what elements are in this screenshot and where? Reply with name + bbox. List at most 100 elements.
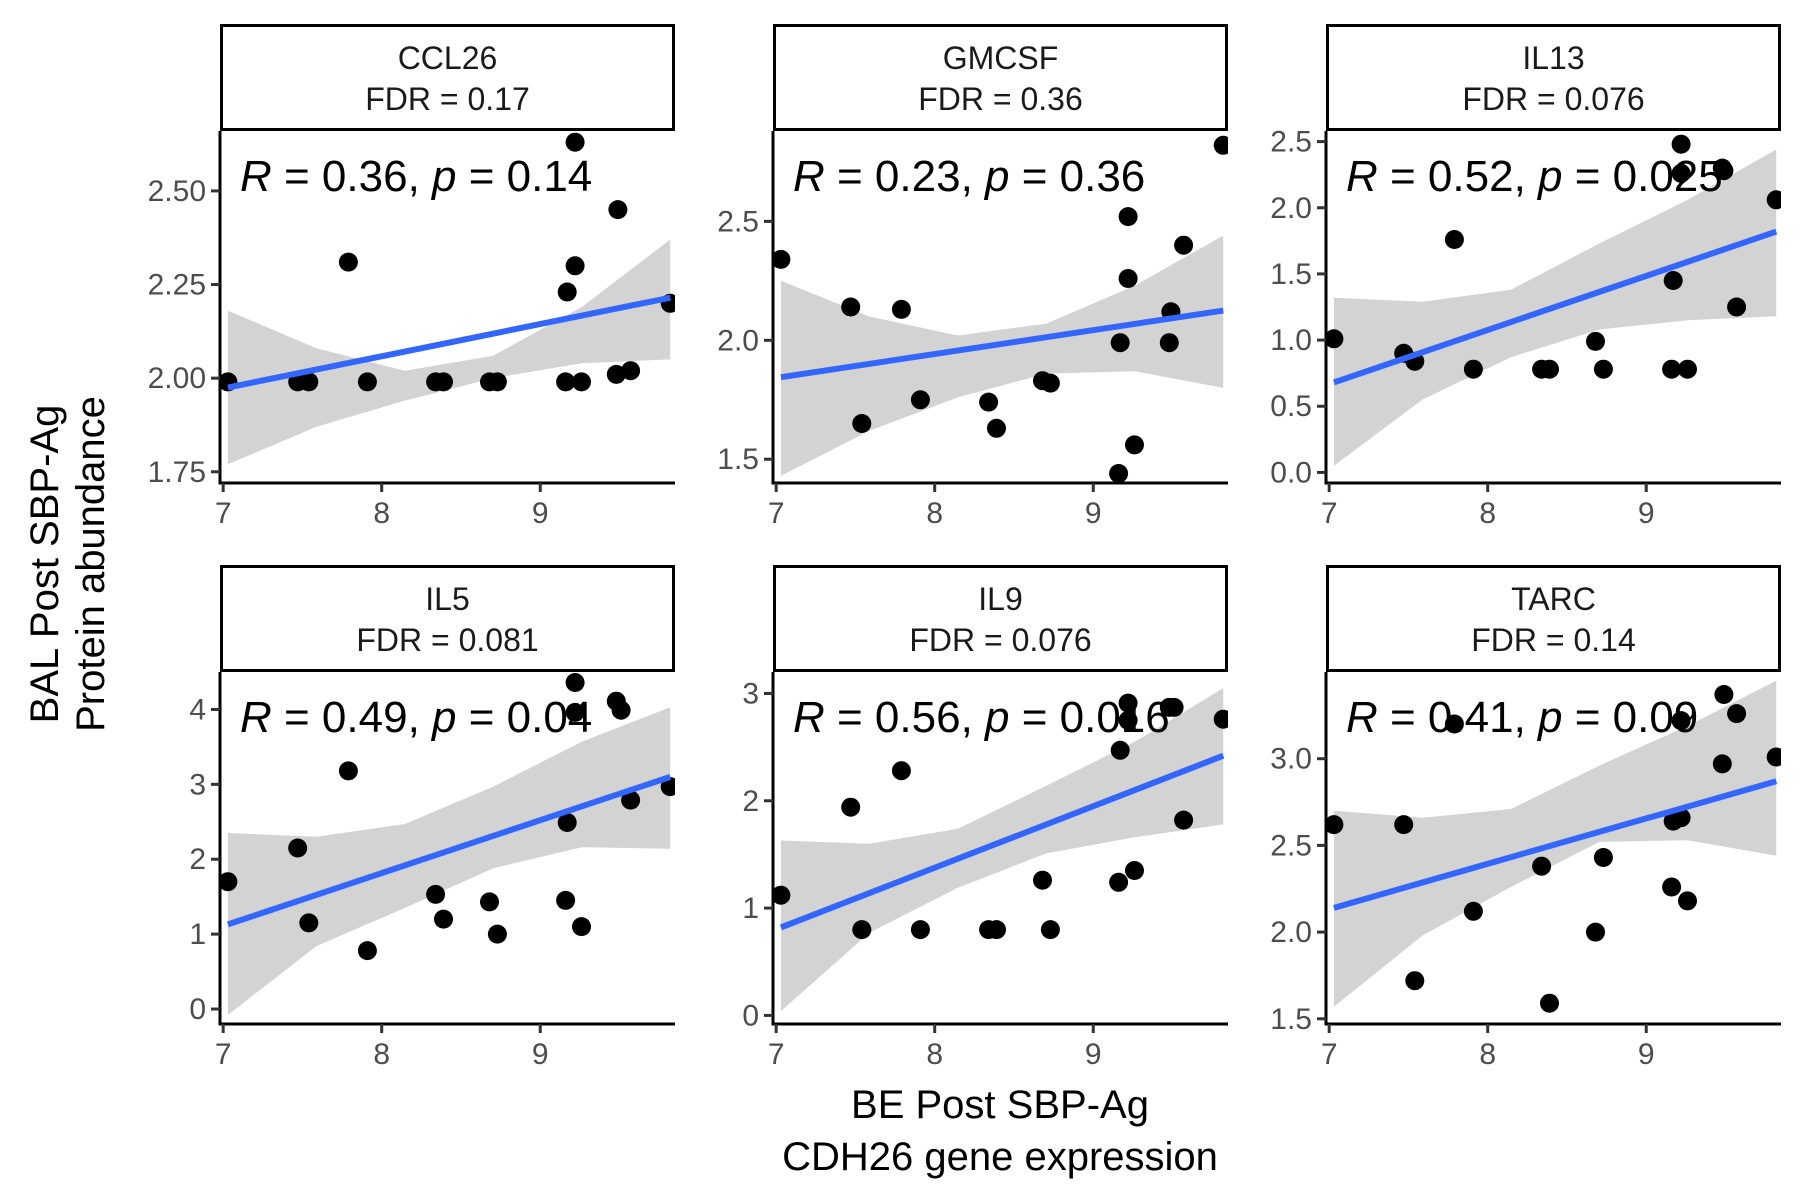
y-tick-label: 3: [742, 677, 759, 710]
x-tick-label: 9: [1085, 497, 1102, 530]
strip-title: IL5: [425, 581, 469, 617]
data-point: [1040, 920, 1060, 940]
data-point: [338, 252, 358, 272]
facet-panels: CCL26 FDR = 0.17 R = 0.36, p = 0.14 1.75 2.0…: [148, 24, 1781, 1071]
data-point: [1662, 877, 1682, 897]
data-point: [1671, 163, 1691, 183]
y-tick-label: 2.00: [148, 362, 206, 395]
y-tick-label: 1.5: [1270, 1003, 1312, 1036]
data-point: [1118, 207, 1138, 227]
data-point: [621, 361, 641, 381]
correlation-annotation: R = 0.52, p = 0.025: [1346, 152, 1723, 201]
panel-ccl26: CCL26 FDR = 0.17 R = 0.36, p = 0.14 1.75 2.0…: [148, 24, 675, 530]
x-tick-label: 7: [1321, 497, 1338, 530]
y-tick-label: 3: [189, 768, 206, 801]
regression-line: [779, 752, 1225, 931]
annotation-symbol: R: [793, 693, 825, 742]
data-point: [1727, 704, 1747, 724]
data-point: [299, 913, 319, 933]
annotation-symbol: p: [430, 152, 456, 201]
strip-box: [220, 24, 675, 131]
annotation-value: = 0.14: [457, 152, 593, 201]
confidence-band: [227, 239, 671, 465]
regression-line: [1332, 228, 1778, 386]
confidence-band: [780, 235, 1224, 476]
data-point: [852, 414, 872, 433]
annotation-symbol: R: [1346, 693, 1378, 742]
data-point: [565, 702, 585, 722]
data-point: [1766, 190, 1781, 210]
annotation-symbol: p: [983, 693, 1009, 742]
data-point: [773, 885, 791, 905]
data-point: [572, 372, 591, 392]
y-tick-label: 2: [189, 843, 206, 876]
y-tick-label: 2: [742, 785, 759, 818]
strip-title: GMCSF: [943, 40, 1059, 76]
y-tick-label: 1: [189, 918, 206, 951]
annotation-value: = 0.025: [1563, 152, 1723, 201]
data-point: [1444, 230, 1464, 249]
data-point: [841, 797, 861, 817]
annotation-value: = 0.49,: [272, 693, 432, 742]
data-point: [1712, 754, 1732, 774]
x-tick-label: 8: [1479, 1038, 1496, 1071]
data-point: [556, 372, 576, 392]
y-tick-label: 1.5: [717, 443, 759, 476]
x-axis-title-line-2: CDH26 gene expression: [782, 1135, 1218, 1179]
regression-line: [226, 774, 672, 928]
data-point: [299, 372, 319, 392]
correlation-annotation: R = 0.41, p = 0.09: [1346, 693, 1698, 742]
data-point: [1727, 297, 1747, 317]
data-point: [1213, 135, 1228, 155]
annotation-symbol: R: [1346, 152, 1378, 201]
data-point: [1671, 134, 1691, 154]
data-point: [1671, 808, 1691, 828]
annotation-value: = 0.41,: [1378, 693, 1538, 742]
data-point: [357, 941, 377, 961]
data-point: [621, 790, 641, 810]
x-axis-title-line-1: BE Post SBP-Ag: [851, 1083, 1149, 1127]
data-point: [1174, 235, 1194, 255]
x-tick-label: 7: [215, 497, 232, 530]
data-point: [1118, 693, 1138, 713]
annotation-symbol: R: [240, 152, 272, 201]
data-point: [1532, 856, 1552, 876]
y-tick-label: 4: [189, 693, 206, 726]
data-point: [1463, 901, 1483, 921]
data-point: [1040, 373, 1060, 393]
panel-il9: IL9 FDR = 0.076 R = 0.56, p = 0.016 0 1 2 3 7 8 9: [742, 565, 1228, 1071]
y-axis-title-line-2: Protein abundance: [69, 396, 113, 732]
data-point: [220, 872, 238, 892]
annotation-symbol: p: [1536, 152, 1562, 201]
strip-title: IL9: [978, 581, 1022, 617]
x-tick-label: 7: [215, 1038, 232, 1071]
data-point: [1593, 359, 1613, 379]
annotation-value: = 0.36,: [272, 152, 432, 201]
regression-line: [1333, 778, 1778, 911]
panel-tarc: TARC FDR = 0.14 R = 0.41, p = 0.09 1.5 2.0 2.…: [1270, 565, 1781, 1071]
panel-il5: IL5 FDR = 0.081 R = 0.49, p = 0.04 0 1 2 3 4 7 8 9: [189, 565, 675, 1071]
data-point: [1174, 810, 1194, 830]
strip-fdr: FDR = 0.076: [909, 622, 1091, 658]
data-point: [1213, 709, 1228, 729]
correlation-annotation: R = 0.36, p = 0.14: [240, 152, 592, 201]
data-point: [338, 761, 358, 781]
data-point: [1394, 815, 1414, 835]
data-point: [841, 297, 861, 317]
annotation-value: = 0.36: [1010, 152, 1146, 201]
data-point: [987, 418, 1006, 438]
y-tick-label: 1.0: [1270, 324, 1312, 357]
y-tick-label: 2.50: [148, 175, 206, 208]
y-tick-label: 0.0: [1270, 456, 1312, 489]
annotation-symbol: R: [240, 693, 272, 742]
data-point: [1326, 329, 1344, 349]
data-point: [572, 917, 591, 937]
data-point: [426, 884, 446, 904]
x-tick-label: 7: [768, 497, 785, 530]
confidence-band: [780, 688, 1224, 1012]
strip-box: [220, 565, 675, 672]
annotation-value: = 0.52,: [1378, 152, 1538, 201]
strip-fdr: FDR = 0.17: [365, 81, 530, 117]
y-tick-label: 0: [189, 993, 206, 1026]
